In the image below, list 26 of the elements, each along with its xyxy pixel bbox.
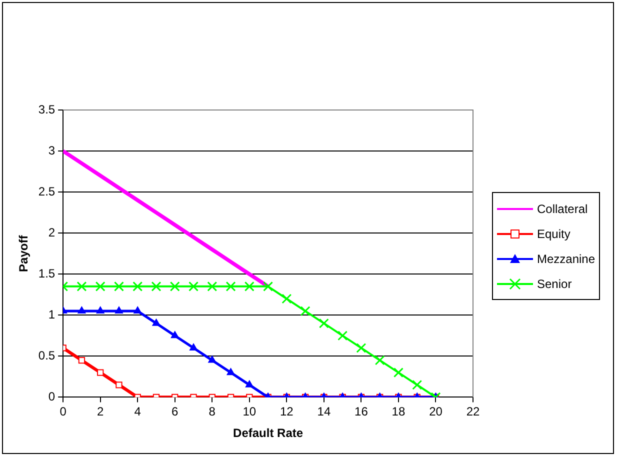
x-tick-label: 20 [429,404,443,419]
x-tick-label: 14 [317,404,331,419]
y-tick-label: 3 [48,143,56,158]
x-tick-label: 18 [392,404,406,419]
x-tick-label: 10 [242,404,256,419]
x-tick-label: 22 [466,404,480,419]
y-tick-label: 2 [48,225,56,240]
x-tick-label: 16 [354,404,368,419]
y-tick-label: 0.5 [38,348,56,362]
x-tick-label: 6 [172,404,179,419]
legend-label: Collateral [537,202,588,216]
legend-label: Mezzanine [537,252,596,266]
x-tick-label: 4 [134,404,142,419]
x-tick-label: 0 [60,404,67,419]
y-tick-label: 3.5 [38,102,56,116]
y-tick-label: 0 [48,390,56,404]
x-tick-label: 2 [97,404,104,419]
y-tick-label: 2.5 [38,184,56,198]
y-tick-label: 1.5 [38,266,56,280]
x-tick-label: 8 [208,404,216,419]
legend-label: Equity [537,226,570,240]
legend-label: Senior [537,276,572,290]
x-axis-title: Default Rate [233,426,304,440]
x-tick-label: 12 [280,404,294,419]
y-tick-label: 1 [48,307,56,322]
y-axis-title: Payoff [16,234,31,272]
